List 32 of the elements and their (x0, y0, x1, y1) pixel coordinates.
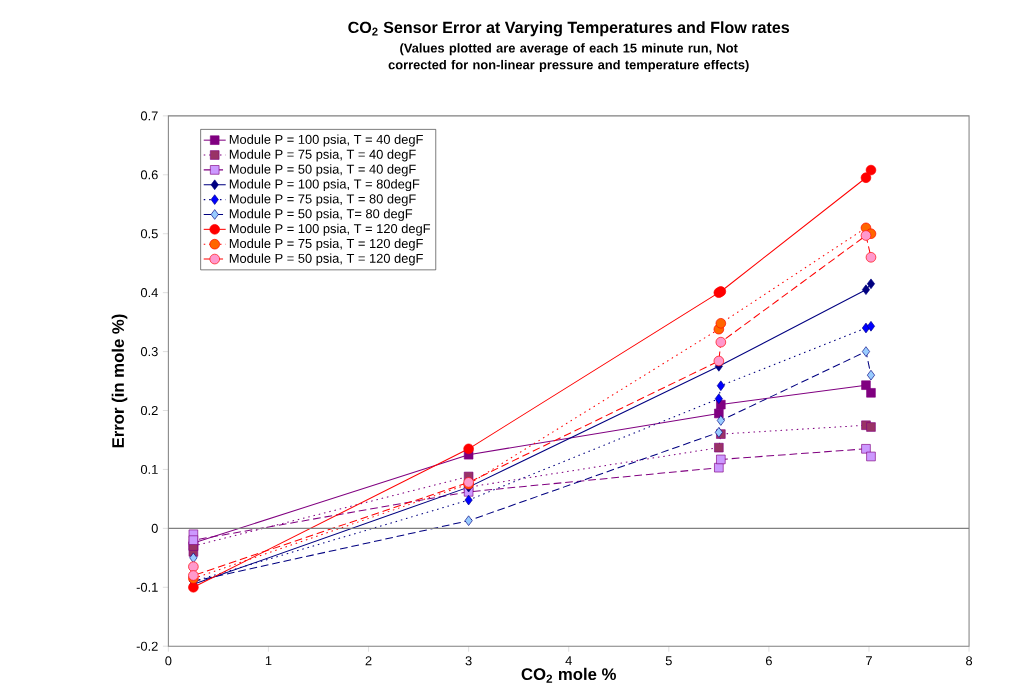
legend-label: Module P = 100 psia, T = 80degF (229, 179, 420, 192)
x-tick-label: 5 (665, 656, 672, 666)
legend-label: Module P = 100 psia, T = 120 degF (229, 223, 431, 236)
legend-label: Module P = 75 psia, T = 120 degF (229, 238, 423, 251)
x-tick-label: 4 (565, 656, 572, 666)
x-tick-label: 8 (966, 656, 973, 666)
y-tick-label: -0.2 (136, 641, 158, 651)
x-tick-label: 6 (765, 656, 772, 666)
y-axis-title: Error (in mole %) (111, 314, 128, 448)
x-tick-label: 2 (365, 656, 372, 666)
y-tick-label: 0.3 (140, 346, 158, 357)
legend-label: Module P = 75 psia, T = 80 degF (229, 193, 416, 206)
y-tick-label: 0.5 (140, 229, 158, 239)
legend-label: Module P = 100 psia, T = 40 degF (229, 134, 423, 147)
x-tick-label: 3 (465, 656, 472, 666)
legend-label: Module P = 50 psia, T = 40 degF (229, 164, 416, 177)
y-tick-label: 0 (151, 523, 158, 533)
x-tick-label: 1 (265, 656, 272, 666)
y-tick-label: -0.1 (136, 582, 158, 592)
legend-label: Module P = 50 psia, T= 80 degF (229, 208, 413, 221)
legend-label: Module P = 75 psia, T = 40 degF (229, 149, 416, 162)
chart-title: CO$_{2}$ Sensor Error at Varying Temperatures and Flow rates (348, 21, 790, 37)
x-tick-label: 0 (165, 656, 172, 666)
y-tick-label: 0.1 (140, 464, 158, 474)
y-tick-label: 0.4 (140, 288, 158, 298)
x-axis-title: CO$_{2}$ mole % (521, 667, 616, 683)
y-tick-label: 0.6 (140, 170, 158, 180)
legend-label: Module P = 50 psia, T = 120 degF (229, 253, 423, 266)
y-tick-label: 0.2 (140, 405, 158, 415)
y-tick-label: 0.7 (140, 111, 158, 121)
chart-subtitle: (Values plotted are average of each 15 minute run, Not corrected for non-linear pressure and temperature effects) (388, 43, 749, 72)
x-tick-label: 7 (866, 656, 872, 666)
